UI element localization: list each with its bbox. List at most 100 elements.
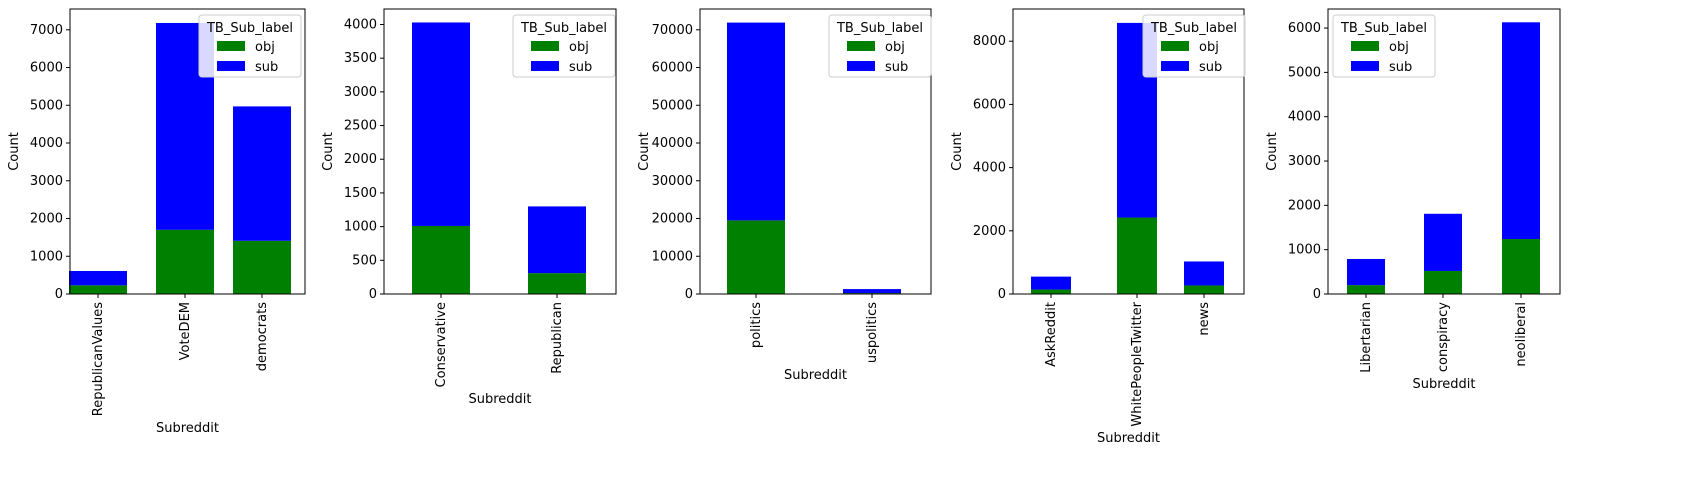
y-tick-label: 3500 [344, 51, 377, 66]
legend-label-obj: obj [255, 40, 275, 55]
bar-obj-neoliberal [1502, 239, 1540, 294]
legend-label-obj: obj [1389, 40, 1409, 55]
y-tick-label: 500 [352, 253, 377, 268]
y-tick-label: 2500 [344, 119, 377, 134]
y-tick-label: 5000 [1288, 65, 1321, 80]
x-tick-label: Republican [550, 302, 565, 374]
legend-label-obj: obj [1199, 40, 1219, 55]
legend-title: TB_Sub_label [206, 21, 293, 36]
y-tick-label: 2000 [973, 224, 1006, 239]
legend-swatch-sub [531, 61, 559, 71]
y-tick-label: 2000 [1288, 198, 1321, 213]
legend-swatch-obj [1161, 41, 1189, 51]
bar-obj-politics [727, 220, 785, 294]
plot-frame-1 [69, 8, 306, 295]
y-tick-label: 1000 [1288, 243, 1321, 258]
bar-obj-Republican [528, 273, 586, 294]
y-tick-label: 0 [369, 287, 377, 302]
y-tick-label: 40000 [652, 136, 693, 151]
y-tick-label: 6000 [1288, 21, 1321, 36]
legend-label-obj: obj [885, 40, 905, 55]
legend-swatch-obj [847, 41, 875, 51]
legend-swatch-sub [847, 61, 875, 71]
x-tick-label: neoliberal [1514, 302, 1529, 367]
y-tick-label: 50000 [652, 98, 693, 113]
x-tick-label: Conservative [434, 302, 449, 387]
bar-sub-Libertarian [1347, 258, 1385, 286]
y-tick-label: 10000 [652, 249, 693, 264]
x-tick-label: WhitePeopleTwitter [1130, 301, 1145, 426]
bar-obj-VoteDEM [156, 229, 214, 294]
bar-obj-AskReddit [1031, 289, 1071, 294]
legend-label-sub: sub [569, 60, 592, 75]
legend-swatch-sub [1161, 61, 1189, 71]
y-axis-title: Count [950, 132, 965, 171]
plot-frame-2 [383, 8, 617, 295]
y-tick-label: 4000 [973, 161, 1006, 176]
y-tick-label: 8000 [973, 34, 1006, 49]
y-tick-label: 0 [1313, 287, 1321, 302]
y-tick-label: 1000 [30, 249, 63, 264]
bar-sub-Conservative [412, 22, 470, 226]
x-tick-label: Libertarian [1359, 302, 1374, 373]
x-axis-title: Subreddit [1412, 377, 1475, 392]
plot-frame-5 [1327, 8, 1561, 295]
y-tick-label: 4000 [30, 136, 63, 151]
y-tick-label: 0 [685, 287, 693, 302]
y-axis-title: Count [1265, 132, 1280, 171]
y-tick-label: 7000 [30, 23, 63, 38]
bar-obj-conspiracy [1424, 270, 1462, 294]
bar-sub-neoliberal [1502, 22, 1540, 240]
bar-sub-news [1184, 261, 1224, 286]
bar-sub-Republican [528, 206, 586, 274]
legend-swatch-sub [1351, 61, 1379, 71]
y-axis-title: Count [637, 132, 652, 171]
bar-obj-Conservative [412, 225, 470, 294]
x-axis-title: Subreddit [156, 421, 219, 436]
plot-frame-3 [699, 8, 932, 295]
y-tick-label: 60000 [652, 61, 693, 76]
legend-label-obj: obj [569, 40, 589, 55]
bar-obj-RepublicanValues [69, 285, 127, 294]
x-tick-label: conspiracy [1436, 302, 1451, 372]
bar-sub-conspiracy [1424, 213, 1462, 271]
y-axis-title: Count [321, 132, 336, 171]
legend-label-sub: sub [1199, 60, 1222, 75]
bar-obj-WhitePeopleTwitter [1117, 217, 1157, 294]
bar-obj-democrats [233, 240, 291, 294]
legend-swatch-sub [217, 61, 245, 71]
x-tick-label: VoteDEM [178, 302, 193, 360]
y-tick-label: 5000 [30, 98, 63, 113]
legend-label-sub: sub [885, 60, 908, 75]
x-tick-label: democrats [255, 302, 270, 371]
y-tick-label: 20000 [652, 212, 693, 227]
y-tick-label: 30000 [652, 174, 693, 189]
y-tick-label: 3000 [1288, 154, 1321, 169]
plot-frame-4 [1012, 8, 1245, 295]
legend-swatch-obj [531, 41, 559, 51]
y-tick-label: 2000 [30, 212, 63, 227]
y-tick-label: 70000 [652, 23, 693, 38]
y-tick-label: 6000 [973, 97, 1006, 112]
bar-sub-democrats [233, 106, 291, 241]
y-tick-label: 1500 [344, 186, 377, 201]
x-tick-label: politics [749, 302, 764, 348]
legend-label-sub: sub [1389, 60, 1412, 75]
y-tick-label: 4000 [1288, 110, 1321, 125]
legend-swatch-obj [217, 41, 245, 51]
x-tick-label: news [1197, 302, 1212, 336]
y-tick-label: 3000 [30, 174, 63, 189]
y-axis-title: Count [7, 132, 22, 171]
y-tick-label: 4000 [344, 17, 377, 32]
legend-title: TB_Sub_label [1150, 21, 1237, 36]
legend-title: TB_Sub_label [836, 21, 923, 36]
bar-sub-AskReddit [1031, 276, 1071, 290]
x-axis-title: Subreddit [1097, 431, 1160, 446]
x-axis-title: Subreddit [468, 392, 531, 407]
x-tick-label: AskReddit [1044, 302, 1059, 367]
y-tick-label: 2000 [344, 152, 377, 167]
bar-sub-RepublicanValues [69, 270, 127, 286]
y-tick-label: 1000 [344, 220, 377, 235]
legend-label-sub: sub [255, 60, 278, 75]
x-axis-title: Subreddit [784, 368, 847, 383]
